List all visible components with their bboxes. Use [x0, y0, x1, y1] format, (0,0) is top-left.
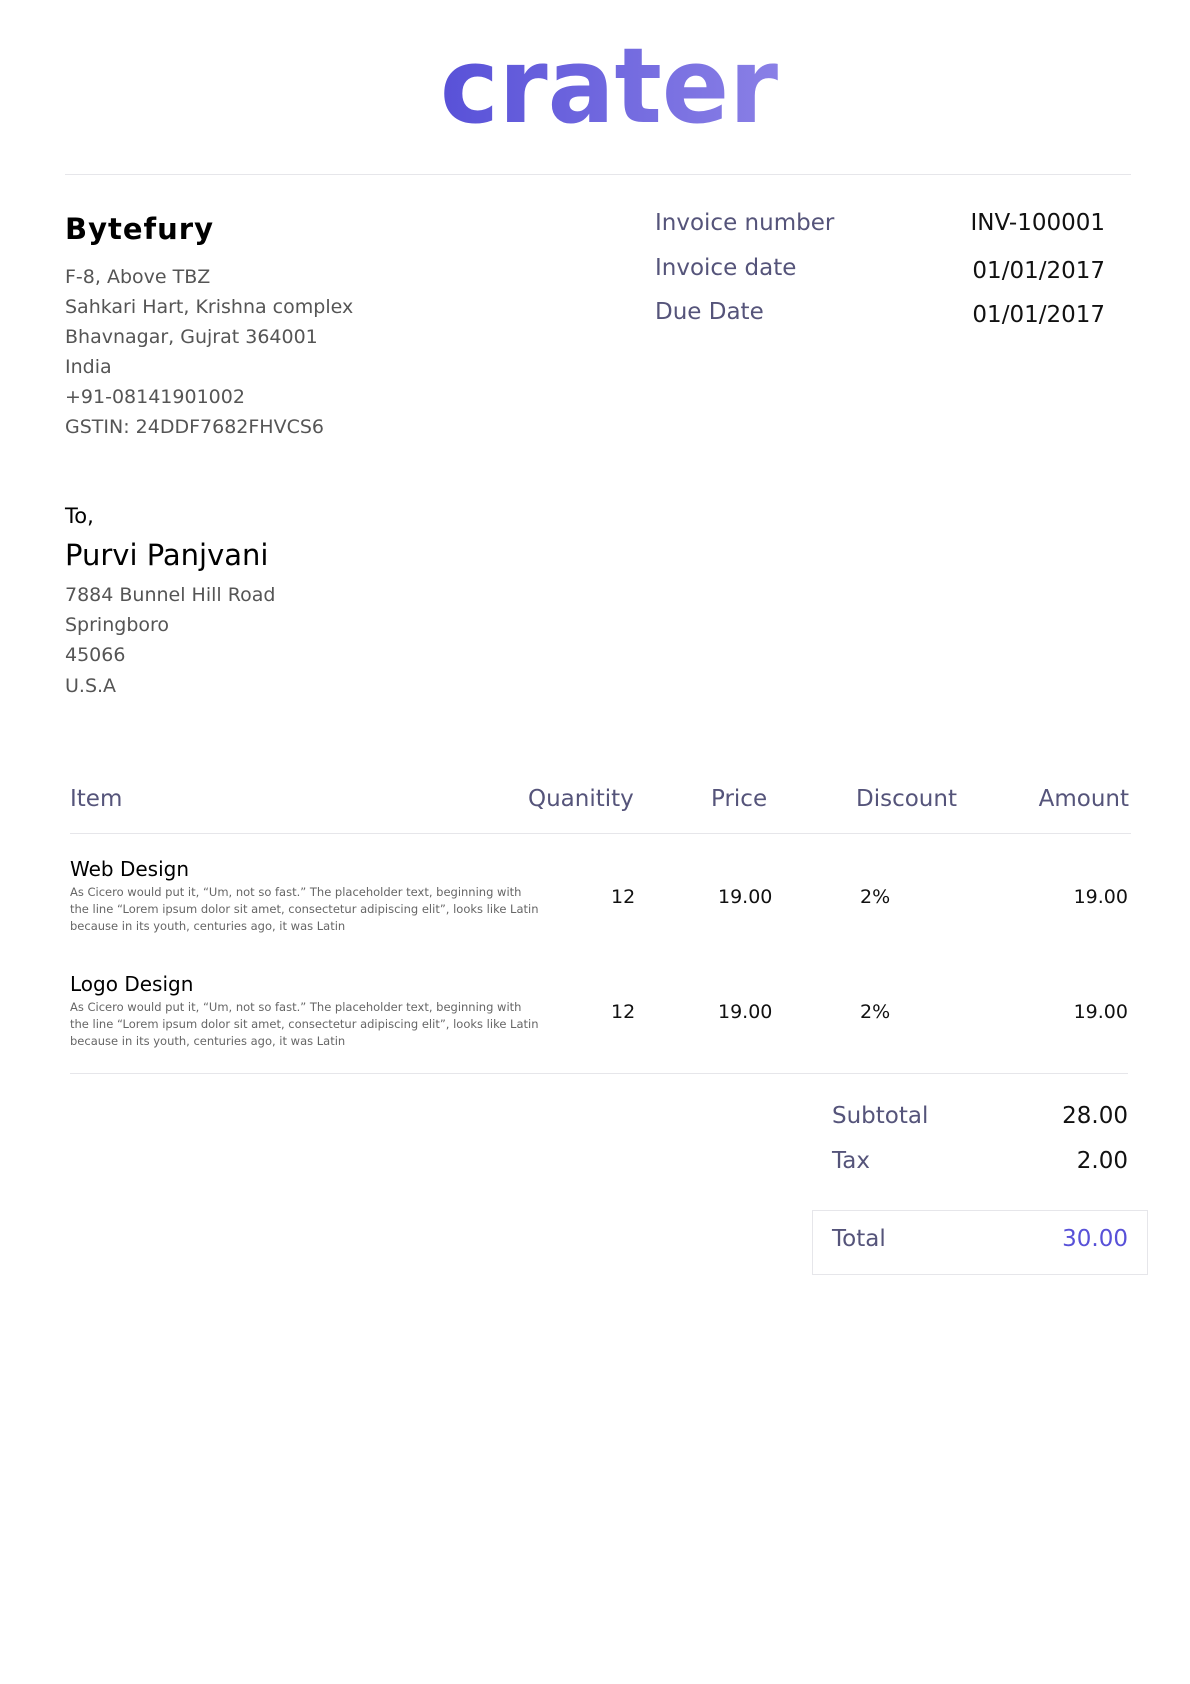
- customer-address-line: U.S.A: [65, 675, 117, 697]
- invoice-date-label: Invoice date: [655, 255, 797, 281]
- table-header-divider: [70, 833, 1131, 834]
- to-label: To,: [65, 504, 94, 528]
- item-name: Web Design: [70, 857, 190, 881]
- column-header-discount: Discount: [856, 786, 957, 812]
- item-discount: 2%: [860, 886, 891, 908]
- invoice-number-value: INV-100001: [970, 210, 1105, 236]
- table-footer-divider: [70, 1073, 1128, 1074]
- company-address-line: F-8, Above TBZ: [65, 266, 211, 288]
- company-gstin: GSTIN: 24DDF7682FHVCS6: [65, 416, 324, 438]
- svg-text:crater: crater: [440, 36, 778, 136]
- crater-logo: crater: [440, 36, 778, 136]
- item-amount: 19.00: [1073, 886, 1128, 908]
- column-header-price: Price: [711, 786, 768, 812]
- column-header-amount: Amount: [1038, 786, 1129, 812]
- tax-label: Tax: [832, 1148, 870, 1174]
- item-quantity: 12: [611, 886, 636, 908]
- item-description: As Cicero would put it, “Um, not so fast…: [70, 885, 539, 933]
- due-date-label: Due Date: [655, 299, 764, 325]
- item-price: 19.00: [718, 1001, 773, 1023]
- tax-value: 2.00: [1076, 1148, 1128, 1174]
- item-quantity: 12: [611, 1001, 636, 1023]
- company-name: Bytefury: [65, 212, 215, 246]
- header-divider: [65, 174, 1131, 175]
- subtotal-label: Subtotal: [832, 1103, 929, 1129]
- item-description: As Cicero would put it, “Um, not so fast…: [70, 1000, 539, 1048]
- total-box: [812, 1210, 1148, 1275]
- customer-address-line: 7884 Bunnel Hill Road: [65, 584, 276, 606]
- item-amount: 19.00: [1073, 1001, 1128, 1023]
- company-address-line: Sahkari Hart, Krishna complex: [65, 296, 354, 318]
- item-price: 19.00: [718, 886, 773, 908]
- company-country: India: [65, 356, 112, 378]
- column-header-quantity: Quanitity: [528, 786, 634, 812]
- customer-address-line: Springboro: [65, 614, 170, 636]
- company-address-line: Bhavnagar, Gujrat 364001: [65, 326, 318, 348]
- item-discount: 2%: [860, 1001, 891, 1023]
- item-name: Logo Design: [70, 972, 194, 996]
- subtotal-value: 28.00: [1062, 1103, 1128, 1129]
- total-label: Total: [832, 1226, 886, 1252]
- due-date-value: 01/01/2017: [972, 302, 1105, 328]
- invoice-number-label: Invoice number: [655, 210, 835, 236]
- invoice-date-value: 01/01/2017: [972, 258, 1105, 284]
- customer-name: Purvi Panjvani: [65, 538, 269, 572]
- customer-address-line: 45066: [65, 644, 126, 666]
- company-phone: +91-08141901002: [65, 386, 245, 408]
- total-value: 30.00: [1062, 1226, 1128, 1252]
- column-header-item: Item: [70, 786, 123, 812]
